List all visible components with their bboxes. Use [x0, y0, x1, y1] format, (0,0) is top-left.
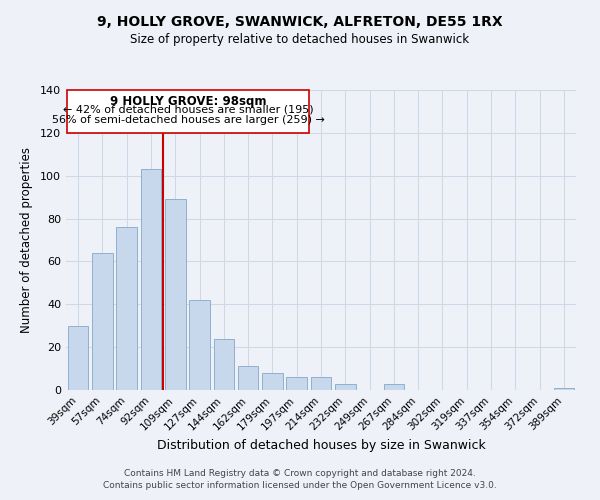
- Text: 9 HOLLY GROVE: 98sqm: 9 HOLLY GROVE: 98sqm: [110, 96, 266, 108]
- Bar: [140, 170, 161, 390]
- Bar: [68, 326, 88, 390]
- Text: ← 42% of detached houses are smaller (195): ← 42% of detached houses are smaller (19…: [63, 105, 313, 115]
- Bar: [189, 300, 210, 390]
- Bar: [554, 388, 574, 390]
- Bar: [165, 200, 185, 390]
- Bar: [383, 384, 404, 390]
- X-axis label: Distribution of detached houses by size in Swanwick: Distribution of detached houses by size …: [157, 438, 485, 452]
- Bar: [92, 253, 113, 390]
- Text: Contains public sector information licensed under the Open Government Licence v3: Contains public sector information licen…: [103, 481, 497, 490]
- Bar: [286, 377, 307, 390]
- Bar: [335, 384, 356, 390]
- FancyBboxPatch shape: [67, 90, 309, 133]
- Y-axis label: Number of detached properties: Number of detached properties: [20, 147, 33, 333]
- Text: 56% of semi-detached houses are larger (259) →: 56% of semi-detached houses are larger (…: [52, 114, 325, 124]
- Text: Size of property relative to detached houses in Swanwick: Size of property relative to detached ho…: [130, 32, 470, 46]
- Bar: [262, 373, 283, 390]
- Bar: [116, 227, 137, 390]
- Text: Contains HM Land Registry data © Crown copyright and database right 2024.: Contains HM Land Registry data © Crown c…: [124, 468, 476, 477]
- Bar: [311, 377, 331, 390]
- Bar: [214, 338, 234, 390]
- Bar: [238, 366, 259, 390]
- Text: 9, HOLLY GROVE, SWANWICK, ALFRETON, DE55 1RX: 9, HOLLY GROVE, SWANWICK, ALFRETON, DE55…: [97, 15, 503, 29]
